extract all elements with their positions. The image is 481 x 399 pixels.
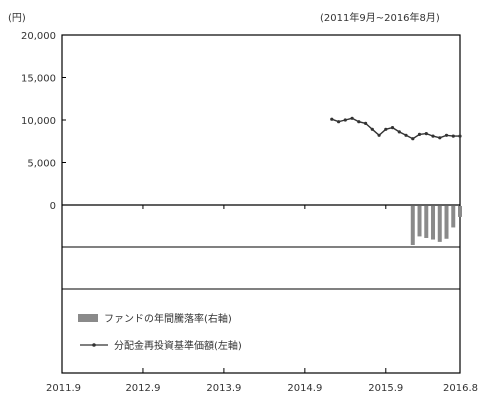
plot-frame xyxy=(61,34,461,374)
x-tick-label: 2015.9 xyxy=(368,383,403,394)
legend-line-label: 分配金再投資基準価額(左軸) xyxy=(114,339,242,352)
legend-line-marker xyxy=(92,343,96,347)
bar-series xyxy=(410,206,462,245)
legend-bar-swatch xyxy=(78,314,98,322)
x-tick-label: 2012.9 xyxy=(125,383,160,394)
nav-point xyxy=(397,130,401,134)
nav-point xyxy=(357,120,361,124)
bar-mark xyxy=(431,206,436,240)
line-series xyxy=(330,116,462,141)
bar-mark xyxy=(437,206,442,242)
nav-point xyxy=(377,133,381,137)
nav-point xyxy=(350,116,354,120)
y-unit-label: (円) xyxy=(8,13,26,24)
nav-point xyxy=(370,127,374,131)
x-tick-label: 2014.9 xyxy=(287,383,322,394)
bar-mark xyxy=(444,206,449,239)
nav-point xyxy=(404,133,408,137)
x-tick-label: 2011.9 xyxy=(46,383,81,394)
bar-mark xyxy=(451,206,456,228)
legend-bar-label: ファンドの年間騰落率(右軸) xyxy=(104,312,232,325)
bar-mark xyxy=(410,206,415,245)
y-axis-ticks: 20,000 15,000 10,000 5,000 0 xyxy=(21,31,66,212)
bar-mark xyxy=(424,206,429,238)
nav-point xyxy=(384,127,388,131)
nav-point xyxy=(458,134,462,138)
y-tick-label: 20,000 xyxy=(21,31,56,42)
nav-point xyxy=(438,136,442,140)
x-tick-label: 2016.8 xyxy=(443,383,478,394)
bar-mark xyxy=(458,206,462,217)
period-label: (2011年9月~2016年8月) xyxy=(320,11,440,24)
nav-point xyxy=(451,134,455,138)
nav-point xyxy=(424,132,428,136)
y-tick-label: 10,000 xyxy=(21,116,56,127)
nav-point xyxy=(390,126,395,130)
nav-point xyxy=(431,134,435,138)
nav-point xyxy=(330,117,334,121)
bar-mark xyxy=(417,206,422,237)
nav-point xyxy=(343,118,347,122)
y-tick-label: 5,000 xyxy=(27,159,56,170)
y-tick-label: 0 xyxy=(50,201,56,212)
nav-point xyxy=(417,132,422,136)
y-tick-label: 15,000 xyxy=(21,74,56,85)
x-tick-label: 2013.9 xyxy=(206,383,241,394)
nav-point xyxy=(364,121,368,125)
nav-point xyxy=(411,137,415,141)
nav-point xyxy=(444,133,449,137)
nav-point xyxy=(337,120,341,124)
legend: ファンドの年間騰落率(右軸) 分配金再投資基準価額(左軸) xyxy=(78,312,242,352)
nav-line xyxy=(331,117,460,140)
